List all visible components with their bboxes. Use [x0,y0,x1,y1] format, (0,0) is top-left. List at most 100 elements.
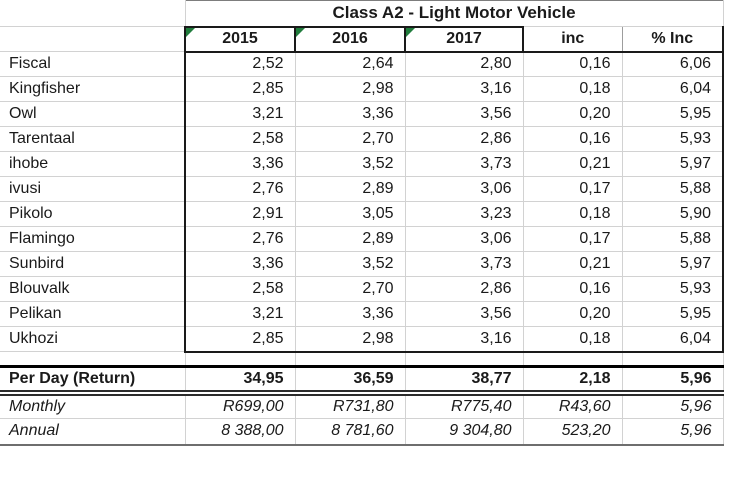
cell-value: 3,73 [404,251,524,277]
row-label: Tarentaal [0,126,186,152]
cell-value: 2,98 [294,326,406,353]
cell-value: 3,36 [184,251,296,277]
column-header-inc: inc [522,26,623,52]
cell-value: 0,20 [522,301,623,327]
spacer-row [0,351,724,367]
cell-value: 5,96 [621,392,724,419]
row-label: Kingfisher [0,76,186,102]
row-label: Flamingo [0,226,186,252]
column-header-label: 2017 [446,30,482,47]
cell-value: 2,58 [184,126,296,152]
cell-value: 0,16 [522,276,623,302]
cell-value: 5,96 [621,365,724,396]
cell-value: 3,36 [294,301,406,327]
empty-cell [522,351,623,367]
cell-value: 2,52 [184,50,296,77]
comment-marker-icon [187,28,195,37]
cell-value: 0,17 [522,226,623,252]
cell-value: 0,18 [522,201,623,227]
cell-value: 3,05 [294,201,406,227]
cell-value: 5,97 [621,251,725,277]
cell-value: 5,90 [621,201,725,227]
cell-value: 3,56 [404,101,524,127]
cell-value: 2,70 [294,126,406,152]
cell-value: 2,85 [184,326,296,353]
column-header-label: 2016 [332,30,368,47]
cell-value: 0,18 [522,326,623,353]
comment-marker-icon [407,28,415,37]
cell-value: 6,06 [621,50,725,77]
cell-value: R731,80 [294,392,406,419]
row-label: Per Day (Return) [0,365,186,396]
table-title: Class A2 - Light Motor Vehicle [184,0,724,27]
cell-value: 5,88 [621,176,725,202]
cell-value: 5,97 [621,151,725,177]
row-label: Blouvalk [0,276,186,302]
cell-value: 2,76 [184,226,296,252]
column-header-2016: 2016 [294,25,406,53]
cell-value: R699,00 [184,392,296,419]
cell-value: 523,20 [522,418,623,446]
empty-cell [0,26,186,52]
column-header-2015: 2015 [184,25,296,53]
cell-value: 3,23 [404,201,524,227]
cell-value: 2,70 [294,276,406,302]
cell-value: 34,95 [184,365,296,396]
cell-value: 5,96 [621,418,724,446]
annual-summary-row: Annual 8 388,00 8 781,60 9 304,80 523,20… [0,418,724,446]
cell-value: 2,89 [294,176,406,202]
cell-value: 3,21 [184,301,296,327]
cell-value: 2,91 [184,201,296,227]
cell-value: 36,59 [294,365,406,396]
column-header-row: 2015 2016 2017 inc % Inc [0,25,725,53]
table-row: Sunbird 3,36 3,52 3,73 0,21 5,97 [0,251,725,277]
cell-value: 2,58 [184,276,296,302]
cell-value: 2,86 [404,126,524,152]
cell-value: 8 388,00 [184,418,296,446]
cell-value: 3,36 [294,101,406,127]
row-label: ihobe [0,151,186,177]
cell-value: 2,85 [184,76,296,102]
cell-value: 5,95 [621,101,725,127]
per-day-summary-row: Per Day (Return) 34,95 36,59 38,77 2,18 … [0,365,724,396]
table-row: Kingfisher 2,85 2,98 3,16 0,18 6,04 [0,76,725,102]
cell-value: 5,93 [621,276,725,302]
row-label: Sunbird [0,251,186,277]
row-label: Fiscal [0,51,186,77]
cell-value: 5,95 [621,301,725,327]
table-row: Pikolo 2,91 3,05 3,23 0,18 5,90 [0,201,725,227]
cell-value: 2,80 [404,50,524,77]
row-label: Ukhozi [0,326,186,352]
table-row: Owl 3,21 3,36 3,56 0,20 5,95 [0,101,725,127]
cell-value: 2,64 [294,50,406,77]
comment-marker-icon [297,28,305,37]
cell-value: 8 781,60 [294,418,406,446]
cell-value: 0,18 [522,76,623,102]
column-header-label: inc [561,29,585,47]
class-a2-table: Class A2 - Light Motor Vehicle 2015 2016… [0,0,725,446]
cell-value: 9 304,80 [404,418,524,446]
cell-value: 6,04 [621,76,725,102]
cell-value: 2,98 [294,76,406,102]
cell-value: 0,21 [522,151,623,177]
cell-value: 3,16 [404,76,524,102]
cell-value: 6,04 [621,326,725,353]
cell-value: 2,18 [522,365,623,396]
table-row: Flamingo 2,76 2,89 3,06 0,17 5,88 [0,226,725,252]
cell-value: R43,60 [522,392,623,419]
cell-value: 38,77 [404,365,524,396]
cell-value: 2,86 [404,276,524,302]
cell-value: 3,52 [294,151,406,177]
cell-value: 2,76 [184,176,296,202]
cell-value: 5,88 [621,226,725,252]
table-row: Blouvalk 2,58 2,70 2,86 0,16 5,93 [0,276,725,302]
cell-value: 3,52 [294,251,406,277]
table-row: Ukhozi 2,85 2,98 3,16 0,18 6,04 [0,326,725,353]
column-header-label: 2015 [222,30,258,47]
row-label: Annual [0,418,186,446]
empty-cell [621,351,724,367]
row-label: Pikolo [0,201,186,227]
column-header-pct-inc: % Inc [621,26,725,52]
empty-cell [184,351,296,367]
table-row: Fiscal 2,52 2,64 2,80 0,16 6,06 [0,50,725,77]
